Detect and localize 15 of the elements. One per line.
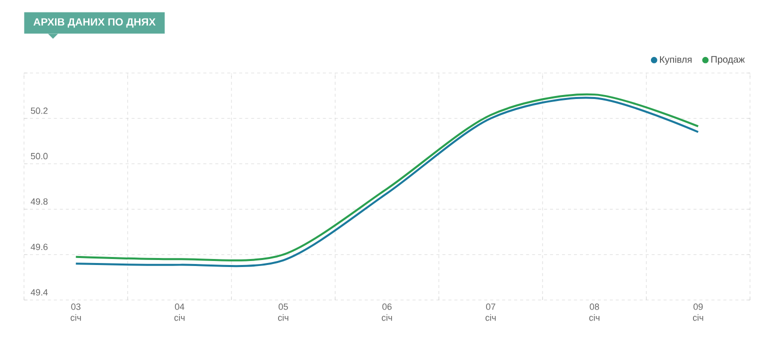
y-tick-label: 50.2: [30, 108, 48, 114]
x-tick-label: 08 січ: [589, 304, 600, 321]
legend-label: Продаж: [711, 56, 745, 65]
y-tick-label: 49.6: [30, 244, 48, 250]
y-tick-label: 49.4: [30, 289, 48, 296]
x-tick-label: 09 січ: [692, 304, 704, 321]
x-tick-label: 04 січ: [174, 304, 185, 321]
x-tick-label: 07 січ: [486, 304, 496, 321]
x-tick-label: 03 січ: [70, 304, 81, 321]
x-tick-label: 06 січ: [382, 304, 392, 321]
chart-title: АРХІВ ДАНИХ ПО ДНЯХ: [33, 18, 156, 28]
legend-label: Купівля: [660, 56, 692, 65]
y-tick-label: 49.8: [30, 198, 48, 205]
x-tick-label: 05 січ: [278, 304, 288, 321]
y-tick-label: 50.0: [30, 152, 48, 160]
